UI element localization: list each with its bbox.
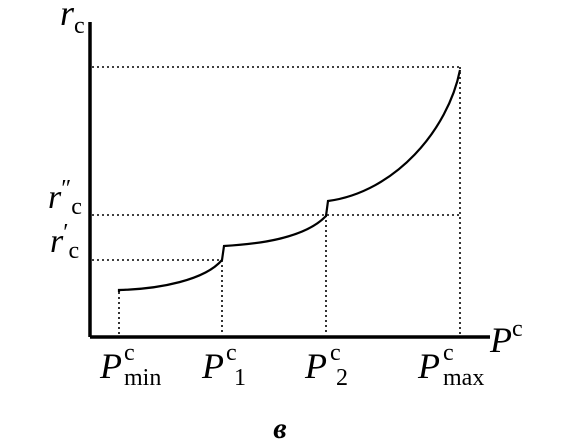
y-tick-rc-prime: r′c xyxy=(50,220,79,264)
x-tick-p1: P c 1 xyxy=(201,340,246,391)
x-axis-label: Pc xyxy=(489,316,523,360)
svg-text:2: 2 xyxy=(336,365,348,391)
cost-curve xyxy=(117,69,462,292)
x-tick-pmax: P c max xyxy=(417,340,484,391)
svg-text:min: min xyxy=(124,365,161,391)
svg-text:c: c xyxy=(124,340,135,366)
svg-text:P: P xyxy=(99,346,122,386)
svg-text:P: P xyxy=(304,346,327,386)
y-axis-label: rc xyxy=(60,0,85,39)
svg-text:P: P xyxy=(201,346,224,386)
svg-text:P: P xyxy=(417,346,440,386)
svg-text:1: 1 xyxy=(234,365,246,391)
svg-text:c: c xyxy=(226,340,237,366)
y-tick-rc-double-prime: r″c xyxy=(48,176,82,220)
x-tick-p2: P c 2 xyxy=(304,340,348,391)
svg-text:c: c xyxy=(330,340,341,366)
x-tick-pmin: P c min xyxy=(99,340,161,391)
guide-lines xyxy=(92,66,461,335)
svg-text:c: c xyxy=(443,340,454,366)
svg-text:max: max xyxy=(443,365,484,391)
figure-caption: в xyxy=(273,412,286,445)
